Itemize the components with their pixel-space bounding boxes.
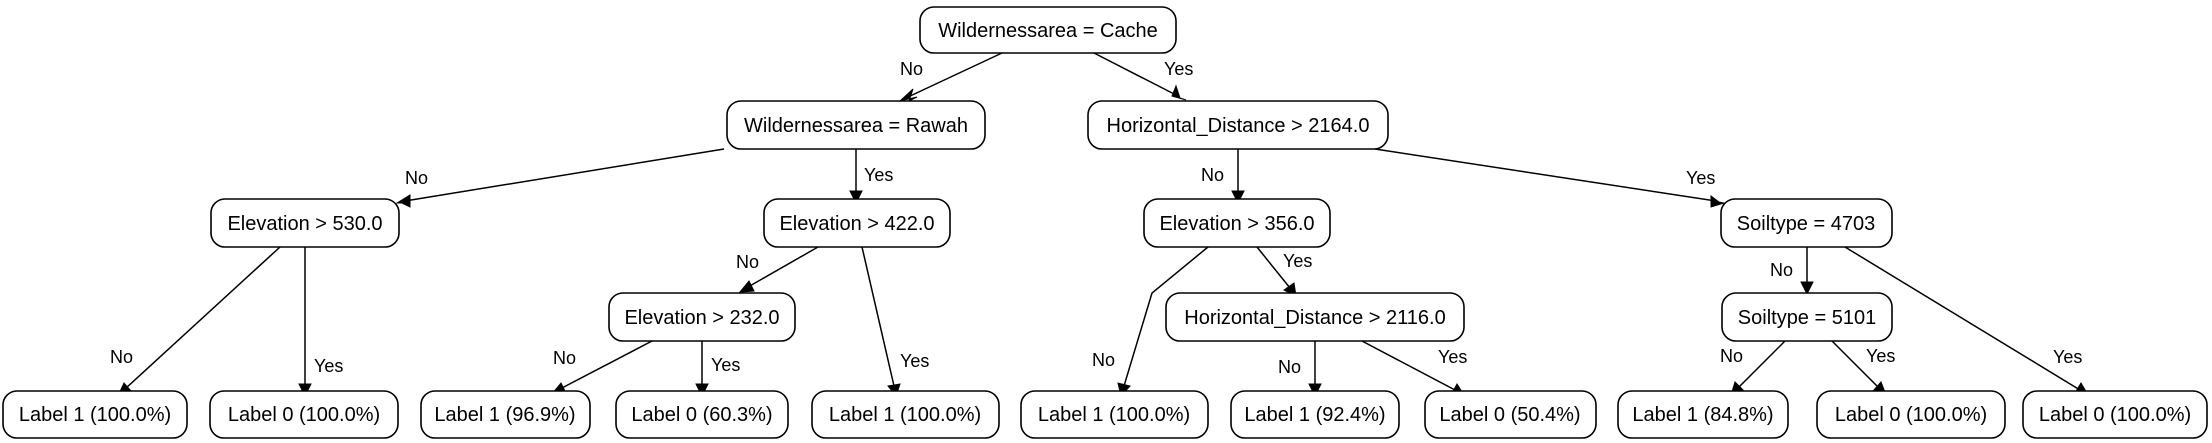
edge-label-yes: Yes — [1164, 59, 1193, 79]
node-soiltype-4703: Soiltype = 4703 — [1720, 198, 1893, 248]
edge-label-yes: Yes — [1438, 347, 1467, 367]
leaf-label: Label 0 (100.0%) — [1835, 404, 1987, 426]
leaf-node: Label 1 (100.0%) — [811, 390, 1000, 439]
edge-label-no: No — [553, 348, 576, 368]
leaf-node: Label 0 (100.0%) — [2022, 390, 2208, 439]
node-label: Elevation > 422.0 — [779, 213, 934, 235]
leaf-label: Label 0 (50.4%) — [1439, 404, 1580, 426]
leaf-label: Label 1 (92.4%) — [1244, 404, 1385, 426]
leaf-node: Label 0 (60.3%) — [615, 390, 789, 439]
edge-elev232-yes: Yes — [695, 341, 740, 398]
node-elevation-530: Elevation > 530.0 — [210, 198, 400, 248]
leaf-node: Label 0 (100.0%) — [209, 390, 399, 439]
edge-elev530-yes: Yes — [298, 247, 343, 398]
edge-label-no: No — [736, 252, 759, 272]
node-elevation-422: Elevation > 422.0 — [763, 198, 951, 248]
leaf-label: Label 1 (96.9%) — [434, 404, 575, 426]
edge-root-yes: Yes — [1093, 52, 1193, 101]
edge-label-yes: Yes — [1686, 168, 1715, 188]
leaf-label: Label 1 (84.8%) — [1632, 404, 1773, 426]
edge-label-no: No — [1278, 357, 1301, 377]
edge-soil5101-no: No — [1720, 340, 1786, 396]
edge-label-no: No — [1092, 350, 1115, 370]
edge-label-no: No — [405, 168, 428, 188]
leaf-label: Label 1 (100.0%) — [1038, 404, 1190, 426]
leaf-label: Label 0 (60.3%) — [631, 404, 772, 426]
leaf-node: Label 1 (96.9%) — [420, 390, 591, 439]
leaf-label: Label 0 (100.0%) — [228, 404, 380, 426]
edge-label-no: No — [1201, 165, 1224, 185]
node-wildernessarea-rawah: Wildernessarea = Rawah — [726, 100, 986, 150]
node-elevation-356: Elevation > 356.0 — [1143, 198, 1331, 248]
node-elevation-232: Elevation > 232.0 — [608, 292, 796, 342]
node-label: Elevation > 530.0 — [227, 213, 382, 235]
edge-root-no: No — [898, 52, 1003, 102]
edge-label-yes: Yes — [900, 351, 929, 371]
edge-elev232-no: No — [550, 340, 653, 395]
edge-hd2164-yes: Yes — [1374, 148, 1725, 208]
edge-elev530-no: No — [110, 246, 281, 397]
node-label: Horizontal_Distance > 2164.0 — [1107, 115, 1370, 137]
node-label: Soiltype = 5101 — [1738, 307, 1876, 329]
edge-elev422-no: No — [736, 246, 819, 293]
edge-label-yes: Yes — [864, 165, 893, 185]
edge-label-yes: Yes — [314, 356, 343, 376]
edge-label-no: No — [1770, 260, 1793, 280]
leaf-node: Label 0 (100.0%) — [1816, 390, 2006, 439]
leaf-node: Label 1 (100.0%) — [2, 390, 188, 439]
edge-hd2164-no: No — [1201, 149, 1245, 205]
edge-hd2116-yes: Yes — [1361, 340, 1467, 396]
leaf-label: Label 1 (100.0%) — [19, 404, 171, 426]
node-soiltype-5101: Soiltype = 5101 — [1721, 292, 1893, 342]
node-label: Elevation > 356.0 — [1159, 213, 1314, 235]
leaf-node: Label 1 (84.8%) — [1617, 390, 1789, 439]
edge-label-no: No — [900, 59, 923, 79]
edge-label-yes: Yes — [2053, 347, 2082, 367]
edge-rawah-no: No — [395, 148, 725, 208]
leaf-node: Label 1 (92.4%) — [1230, 390, 1400, 439]
edge-elev356-yes: Yes — [1256, 246, 1312, 297]
node-label: Soiltype = 4703 — [1737, 213, 1875, 235]
edge-label-yes: Yes — [1866, 346, 1895, 366]
edge-soil4703-no: No — [1770, 247, 1814, 296]
node-horizontal-distance-2164: Horizontal_Distance > 2164.0 — [1087, 100, 1389, 150]
edge-label-no: No — [1720, 346, 1743, 366]
leaf-node: Label 1 (100.0%) — [1020, 390, 1209, 439]
node-label: Wildernessarea = Cache — [938, 20, 1158, 42]
leaf-label: Label 0 (100.0%) — [2039, 404, 2191, 426]
edge-label-no: No — [110, 347, 133, 367]
node-label: Horizontal_Distance > 2116.0 — [1184, 307, 1445, 329]
leaf-node: Label 0 (50.4%) — [1424, 390, 1597, 439]
edge-rawah-yes: Yes — [849, 149, 893, 205]
edge-elev422-yes: Yes — [861, 246, 929, 398]
node-label: Wildernessarea = Rawah — [744, 115, 968, 137]
node-label: Elevation > 232.0 — [624, 307, 779, 329]
edge-label-yes: Yes — [1283, 251, 1312, 271]
edge-hd2116-no: No — [1278, 341, 1322, 398]
node-root: Wildernessarea = Cache — [919, 6, 1177, 54]
node-horizontal-distance-2116: Horizontal_Distance > 2116.0 — [1165, 292, 1465, 342]
edge-label-yes: Yes — [711, 355, 740, 375]
leaf-label: Label 1 (100.0%) — [829, 404, 981, 426]
edge-soil5101-yes: Yes — [1831, 340, 1895, 396]
